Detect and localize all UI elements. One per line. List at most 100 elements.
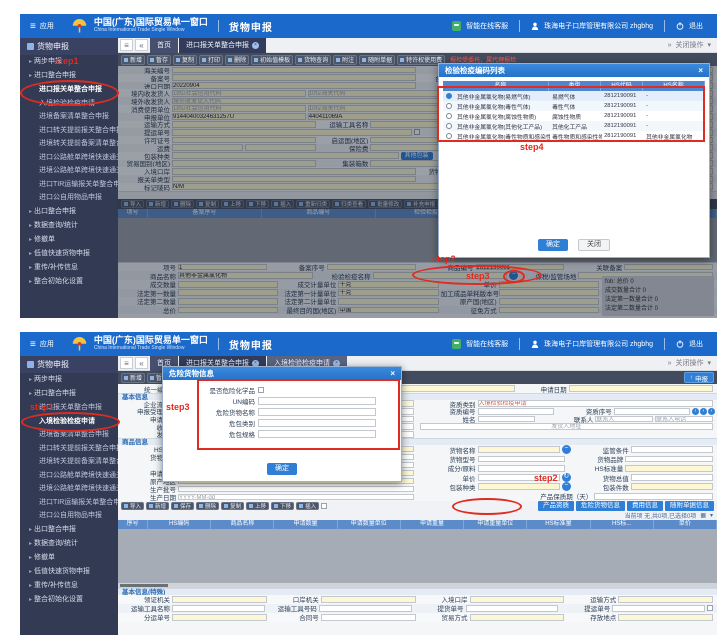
- menu-icon[interactable]: ≡: [30, 338, 36, 350]
- sidebar-item[interactable]: 进口TIR运输报关单整合申报: [39, 180, 118, 188]
- field-input[interactable]: [258, 407, 376, 416]
- field-input[interactable]: [477, 455, 566, 463]
- sidebar-group[interactable]: ▸ 两步申报: [29, 376, 63, 383]
- close-button[interactable]: 关闭: [578, 239, 610, 251]
- column-header[interactable]: 申请重量: [401, 519, 465, 529]
- field-input[interactable]: [477, 464, 566, 472]
- radio-icon[interactable]: [446, 123, 452, 129]
- sidebar-item[interactable]: 进境转关提前备案清单整合: [39, 140, 118, 147]
- field-input[interactable]: 20220904: [172, 82, 416, 89]
- grid-toolbar-button[interactable]: 上移: [246, 502, 270, 511]
- sidebar-item[interactable]: 进口报关单整合申报: [39, 404, 102, 411]
- sidebar-group[interactable]: ▸ 重传/补传信息: [29, 263, 78, 271]
- ciq-code-row[interactable]: 其他非金属氯化物(毒性物质和感染性物质) 毒性物质和感染性物质 28121900…: [443, 131, 705, 141]
- grid-toolbar-button[interactable]: 复制: [196, 199, 220, 208]
- close-icon[interactable]: ×: [698, 66, 703, 75]
- field-input[interactable]: [498, 306, 599, 314]
- field-input[interactable]: [594, 492, 713, 500]
- field-input[interactable]: [630, 474, 713, 481]
- column-header[interactable]: 申请数量: [274, 519, 338, 529]
- ciq-code-row[interactable]: 其他非金属氯化物(腐蚀性物质) 腐蚀性物质 2812190091 -: [443, 111, 705, 121]
- minus-circle-icon[interactable]: −: [561, 445, 571, 455]
- radio-icon[interactable]: [446, 133, 452, 139]
- close-ops-menu[interactable]: 关闭操作: [675, 42, 704, 49]
- field-input[interactable]: [172, 136, 317, 144]
- grid-toolbar-button[interactable]: 批量修改: [368, 199, 403, 208]
- toolbar-button[interactable]: 特许权使用费: [397, 54, 446, 65]
- field-input[interactable]: [172, 605, 265, 612]
- toolbar-button[interactable]: 新增: [121, 54, 146, 65]
- sidebar-item[interactable]: 进口公自用物品申报: [39, 512, 102, 519]
- service-robot-icon[interactable]: [452, 339, 462, 349]
- sidebar-item[interactable]: 进口公路舱单跨境快速通关: [39, 153, 118, 161]
- field-input[interactable]: [172, 66, 416, 74]
- sidebar-group[interactable]: ▸ 数据查询/统计: [29, 221, 78, 229]
- field-input[interactable]: [320, 614, 416, 621]
- field-input[interactable]: [477, 474, 560, 481]
- grid-toolbar-button[interactable]: 归类查看: [332, 199, 367, 208]
- toolbar-button[interactable]: 随附单据: [359, 54, 396, 65]
- field-input[interactable]: [465, 605, 559, 612]
- tab-menu-icon[interactable]: ≡: [120, 39, 133, 51]
- field-input[interactable]: [172, 121, 317, 128]
- grid-toolbar-button[interactable]: 新增: [146, 199, 170, 208]
- expand-tabs-icon[interactable]: »: [667, 41, 672, 49]
- sidebar-group[interactable]: ▸ 修撤单: [29, 553, 56, 561]
- sidebar-item[interactable]: 进口转关提前报关整合申报: [39, 444, 118, 452]
- field-input[interactable]: [178, 298, 279, 305]
- grid-toolbar-button[interactable]: 上移: [221, 199, 245, 208]
- toolbar-button[interactable]: 初始值模板: [251, 54, 294, 65]
- toolbar-button[interactable]: 附注: [333, 54, 358, 65]
- sub-tab-button[interactable]: 产品资质: [538, 501, 574, 512]
- field-input[interactable]: [172, 144, 244, 152]
- field-input[interactable]: [477, 407, 554, 415]
- sidebar-item[interactable]: 进境公路舱单跨境快速通关: [39, 167, 118, 174]
- field-input[interactable]: [498, 289, 599, 297]
- field-input[interactable]: [258, 418, 376, 427]
- sidebar-item[interactable]: 进口公自用物品申报: [39, 194, 102, 201]
- radio-icon[interactable]: [446, 93, 452, 99]
- sidebar-item[interactable]: 进口TIR运输报关单整合申报: [39, 498, 118, 506]
- sidebar-group[interactable]: ▸ 整合初始化设置: [29, 595, 84, 603]
- field-input[interactable]: [172, 614, 267, 621]
- field-input[interactable]: 千克: [338, 280, 439, 288]
- field-input[interactable]: [172, 128, 412, 136]
- logout-button[interactable]: 退出: [689, 23, 703, 30]
- field-input[interactable]: [318, 605, 412, 612]
- column-header[interactable]: 商品编号: [262, 208, 376, 218]
- field-input[interactable]: [258, 429, 376, 438]
- column-header[interactable]: 备案序号: [148, 208, 262, 218]
- tab-import-declaration[interactable]: 进口报关单整合申报 ×: [179, 38, 266, 53]
- field-input[interactable]: [618, 614, 713, 621]
- field-input[interactable]: [618, 596, 713, 603]
- confirm-button[interactable]: 确定: [267, 463, 297, 475]
- field-input[interactable]: [612, 605, 705, 612]
- field-input[interactable]: 发货人地址: [419, 423, 713, 430]
- sidebar-group[interactable]: ▸ 低值快速货物申报: [29, 567, 91, 575]
- field-input[interactable]: [258, 396, 376, 405]
- toolbar-button[interactable]: 删除: [225, 54, 250, 65]
- field-input[interactable]: [172, 152, 399, 160]
- chevron-down-icon[interactable]: ▾: [709, 513, 713, 520]
- power-icon[interactable]: [676, 22, 684, 30]
- sub-tab-button[interactable]: 费用信息: [627, 501, 663, 512]
- sidebar-item[interactable]: 进境公路舱单跨境快速通关: [39, 485, 118, 492]
- checkbox[interactable]: [258, 386, 264, 393]
- checkbox[interactable]: [707, 605, 713, 612]
- sidebar-group[interactable]: ▸ 两步申报: [29, 58, 63, 65]
- ciq-code-row[interactable]: 其他非金属氯化物(其他化工产品) 其他化工产品 2812190091 -: [443, 121, 705, 131]
- sidebar-group[interactable]: ▸ 低值快速货物申报: [29, 249, 91, 257]
- expand-tabs-icon[interactable]: »: [667, 359, 672, 367]
- column-header[interactable]: 申请重量单位: [464, 519, 528, 529]
- field-input[interactable]: [630, 483, 713, 491]
- grid-toolbar-button[interactable]: 保存: [171, 502, 195, 511]
- field-input[interactable]: [624, 263, 713, 271]
- column-header[interactable]: 商品名称: [211, 519, 275, 529]
- radio-icon[interactable]: [446, 113, 452, 119]
- field-input[interactable]: [338, 298, 439, 305]
- field-input[interactable]: [630, 446, 713, 454]
- column-header[interactable]: 申请数量单位: [338, 519, 401, 529]
- sidebar-group[interactable]: ▸ 整合初始化设置: [29, 277, 84, 285]
- app-menu-label[interactable]: 应用: [39, 23, 54, 30]
- field-input[interactable]: 18位社会信用代码: [172, 105, 306, 113]
